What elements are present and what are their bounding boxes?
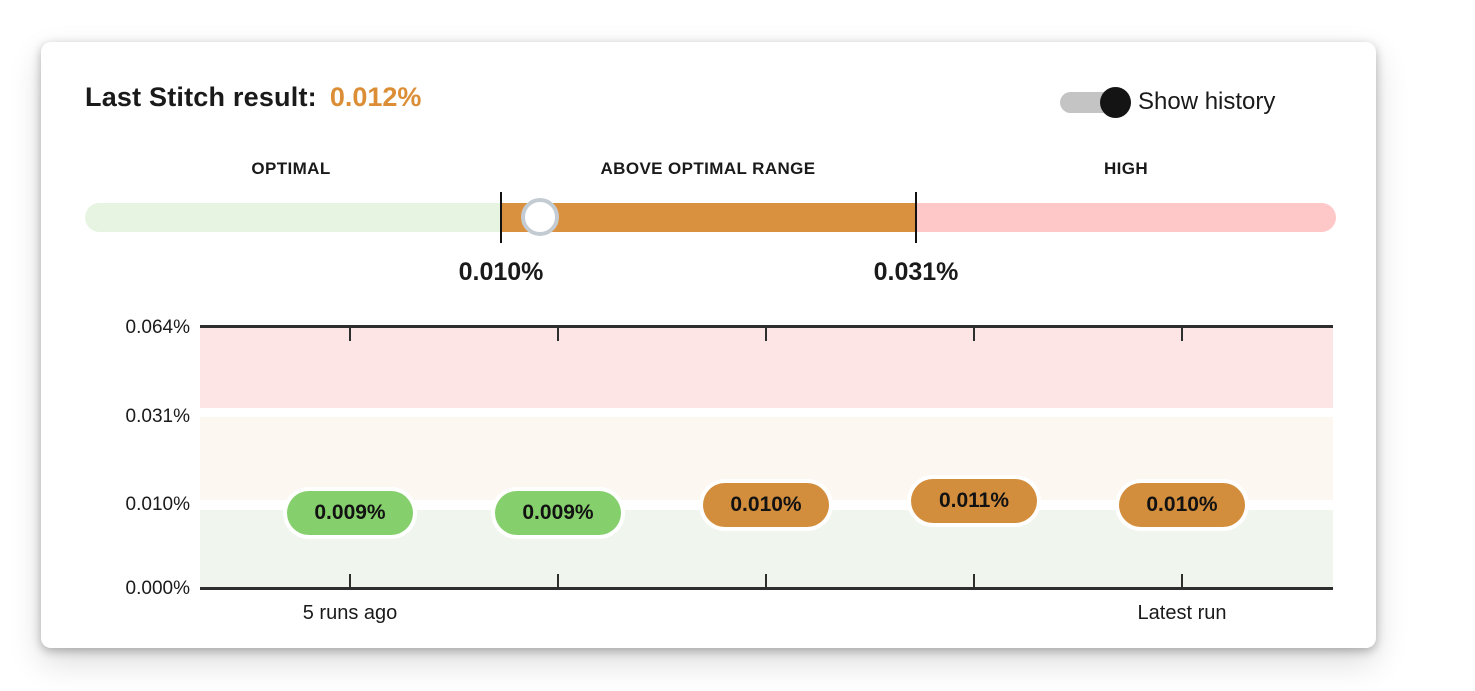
- result-pill: 0.010%: [703, 483, 829, 527]
- toggle-label: Show history: [1138, 88, 1276, 115]
- threshold-label-high: 0.031%: [873, 258, 959, 286]
- range-segment-high: [916, 203, 1336, 232]
- result-pill: 0.009%: [287, 491, 413, 536]
- x-axis-label-last: Latest run: [1137, 602, 1227, 624]
- current-value-marker: [520, 198, 559, 236]
- x-axis-tick: [349, 328, 351, 341]
- y-axis-label: 0.064%: [125, 317, 190, 338]
- toggle-knob-icon[interactable]: [1100, 86, 1131, 118]
- toggle-track[interactable]: [1060, 86, 1131, 118]
- x-axis-tick: [557, 574, 559, 587]
- result-pill: 0.010%: [1119, 483, 1245, 527]
- result-pill: 0.011%: [911, 478, 1037, 523]
- x-axis-tick: [973, 574, 975, 587]
- show-history-toggle[interactable]: Show history: [1060, 86, 1275, 118]
- range-segment-above-optimal: [501, 203, 916, 232]
- x-axis-label-first: 5 runs ago: [302, 602, 398, 624]
- chart-top-axis: [200, 325, 1333, 328]
- last-result-value: 0.012%: [329, 82, 422, 112]
- range-bar: [85, 203, 1336, 232]
- x-axis-tick: [765, 574, 767, 587]
- zone-label-optimal: OPTIMAL: [251, 159, 331, 178]
- y-axis-label: 0.031%: [125, 406, 190, 427]
- range-segment-optimal: [85, 203, 501, 232]
- x-axis-tick: [973, 328, 975, 341]
- threshold-tick-high: [915, 192, 917, 243]
- card-header: Last Stitch result: 0.012%: [85, 82, 421, 113]
- stitch-result-card: Last Stitch result: 0.012% Show history …: [41, 42, 1376, 648]
- x-axis-tick: [765, 328, 767, 341]
- x-axis-tick: [557, 328, 559, 341]
- zone-label-high: HIGH: [1103, 159, 1149, 178]
- result-pill: 0.009%: [495, 491, 621, 536]
- y-axis-label: 0.000%: [125, 578, 190, 599]
- chart-bottom-axis: [200, 587, 1333, 590]
- history-chart: 0.009% 0.009% 0.010% 0.011% 0.010%: [200, 325, 1333, 590]
- threshold-label-low: 0.010%: [458, 258, 544, 286]
- last-result-label: Last Stitch result:: [85, 82, 317, 112]
- y-axis-label: 0.010%: [125, 494, 190, 515]
- x-axis-tick: [1181, 574, 1183, 587]
- x-axis-tick: [349, 574, 351, 587]
- threshold-tick-low: [500, 192, 502, 243]
- x-axis-tick: [1181, 328, 1183, 341]
- zone-label-above-optimal: ABOVE OPTIMAL RANGE: [600, 159, 816, 178]
